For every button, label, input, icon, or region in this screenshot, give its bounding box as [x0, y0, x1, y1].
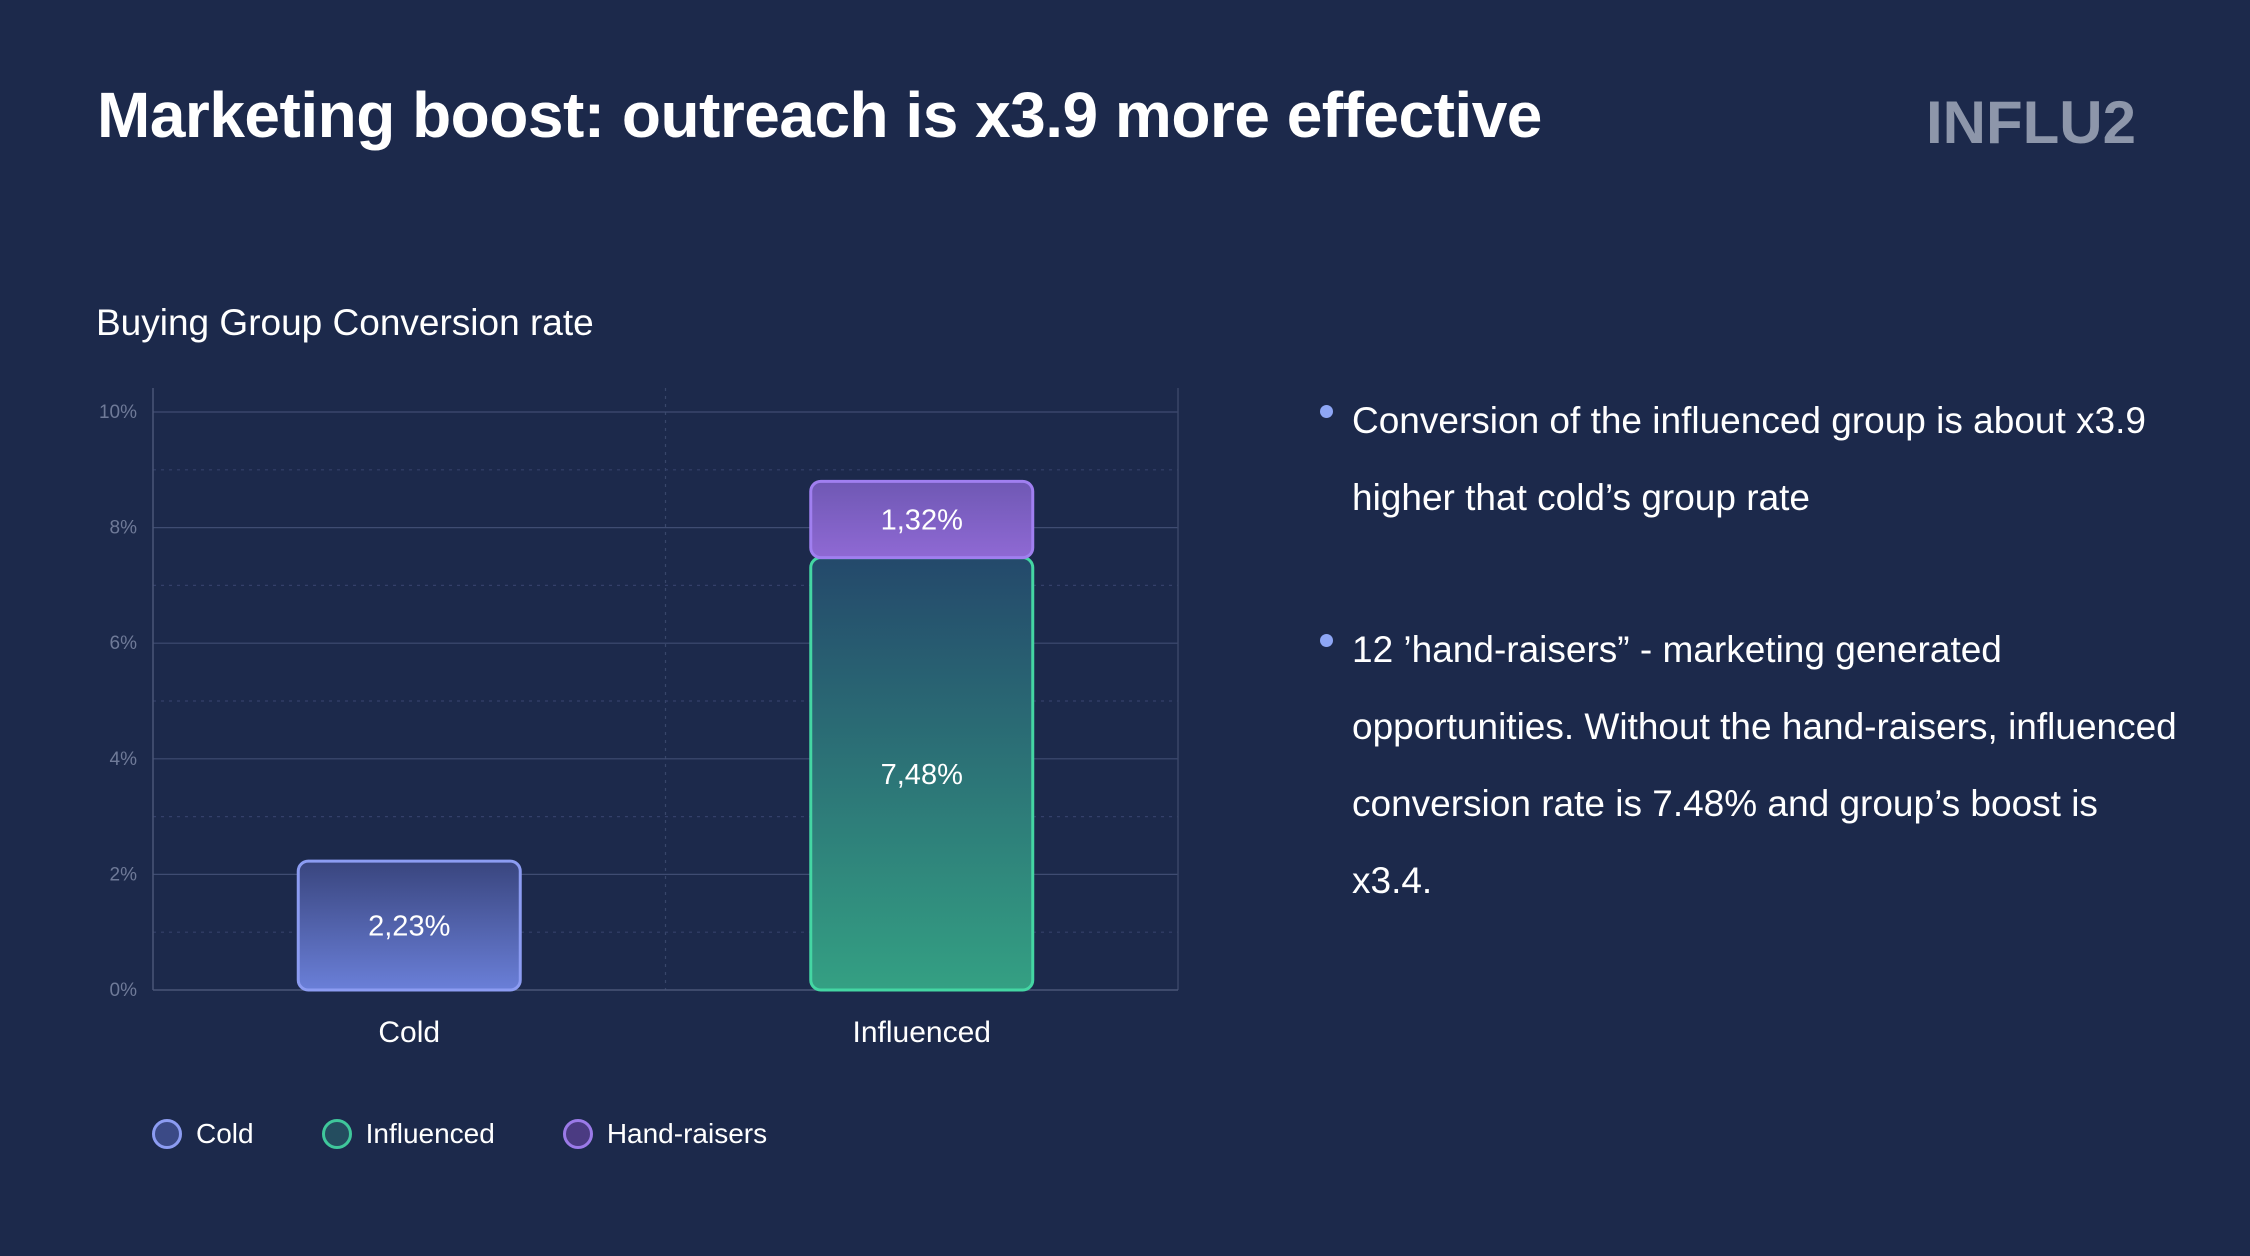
legend-item-influenced: Influenced [321, 1118, 495, 1150]
legend-label-hand-raisers: Hand-raisers [606, 1118, 768, 1149]
chart-legend: Cold Influenced Hand-raisers [152, 1118, 835, 1150]
legend-label-influenced: Influenced [365, 1118, 495, 1149]
legend-swatch-influenced [321, 1119, 352, 1149]
data-label-influenced: 7,48% [881, 759, 963, 791]
legend-item-hand-raisers: Hand-raisers [562, 1118, 768, 1150]
bullet-dot-icon [1320, 634, 1333, 647]
slide-title: Marketing boost: outreach is x3.9 more e… [97, 79, 1542, 151]
x-tick-label: Influenced [853, 1016, 991, 1049]
bullet-text: 12 ’hand-raisers” - marketing generated … [1352, 629, 2177, 901]
conversion-bar-chart: 0% 2% 4% 6% 8% 10% 2,23% Cold 7,48% 1,32% Influen… [99, 388, 1179, 1049]
legend-swatch-cold [152, 1119, 182, 1149]
brand-logo: INFLU2 [1926, 89, 2136, 156]
data-label-hand-raisers: 1,32% [881, 505, 963, 537]
x-tick-label: Cold [378, 1016, 440, 1049]
data-label-cold: 2,23% [368, 911, 450, 943]
y-tick-label: 6% [110, 633, 138, 654]
y-tick-label: 4% [110, 749, 138, 770]
legend-swatch-hand-raisers [562, 1119, 593, 1149]
y-tick-label: 8% [110, 518, 138, 539]
legend-item-cold: Cold [152, 1118, 254, 1150]
bullet-text: Conversion of the influenced group is ab… [1352, 400, 2146, 518]
y-tick-label: 2% [110, 864, 138, 885]
chart-bars [296, 479, 1035, 992]
chart-labels: 2,23% Cold 7,48% 1,32% Influenced [368, 505, 991, 1049]
bar-cold [296, 859, 522, 992]
y-tick-label: 10% [99, 402, 137, 423]
bullet-dot-icon [1320, 405, 1333, 418]
legend-label-cold: Cold [196, 1118, 254, 1149]
bullet-item: 12 ’hand-raisers” - marketing generated … [1318, 611, 2178, 919]
chart-title: Buying Group Conversion rate [96, 302, 594, 343]
insight-bullets: Conversion of the influenced group is ab… [1318, 382, 2178, 994]
bullet-item: Conversion of the influenced group is ab… [1318, 382, 2178, 536]
y-tick-label: 0% [110, 980, 138, 1001]
bar-hand-raisers [809, 479, 1035, 560]
